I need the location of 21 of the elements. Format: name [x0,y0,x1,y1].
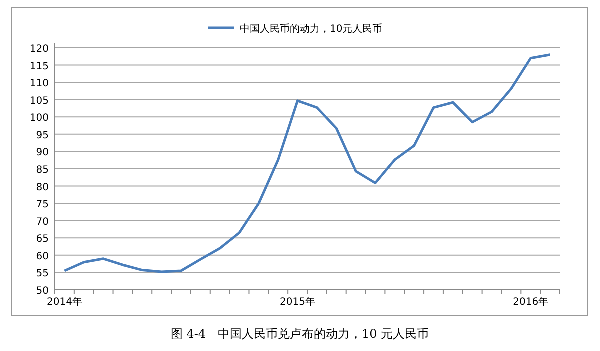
y-tick-label: 90 [36,148,49,159]
y-tick-label: 75 [36,200,49,211]
legend-label: 中国人民币的动力，10元人民币 [240,23,383,35]
y-tick-label: 65 [36,234,49,246]
y-tick-label: 85 [36,165,49,176]
y-tick-label: 80 [36,182,49,194]
y-tick-label: 115 [30,61,49,72]
y-tick-label: 50 [36,286,49,297]
legend: 中国人民币的动力，10元人民币 [208,24,383,35]
caption: 图 4-4 中国人民币兑卢布的动力，10 元人民币 [170,327,430,341]
x-tick-label: 2016年 [513,296,549,308]
y-tick-label: 105 [30,96,49,107]
y-tick-label: 70 [36,216,49,228]
y-tick-label: 60 [36,251,49,262]
x-tick-label: 2014年 [46,296,82,308]
y-tick-label: 95 [36,130,49,142]
y-tick-label: 100 [30,113,49,124]
y-tick-label: 120 [30,44,49,55]
x-tick-label: 2015年 [280,296,316,308]
y-tick-label: 55 [36,268,49,280]
y-tick-label: 110 [30,78,49,90]
